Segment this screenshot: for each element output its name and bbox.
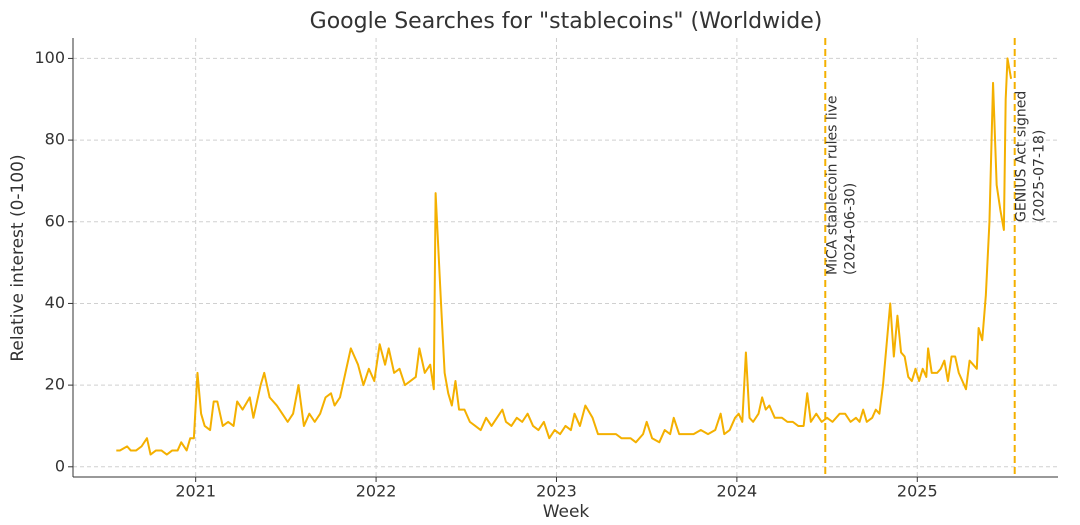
- y-tick-label: 100: [34, 48, 65, 67]
- x-tick-label: 2023: [536, 482, 577, 501]
- annotation-text: (2024-06-30): [842, 183, 858, 275]
- x-axis-label: Week: [543, 502, 590, 522]
- chart-title: Google Searches for "stablecoins" (World…: [310, 9, 823, 34]
- y-tick-label: 40: [45, 293, 65, 312]
- y-tick-label: 80: [45, 130, 65, 149]
- x-tick-label: 2024: [717, 482, 758, 501]
- y-tick-label: 60: [45, 211, 65, 230]
- x-tick-label: 2022: [356, 482, 397, 501]
- y-tick-label: 0: [55, 456, 65, 475]
- x-tick-label: 2025: [897, 482, 938, 501]
- annotation-text: MiCA stablecoin rules live: [824, 95, 840, 275]
- x-tick-label: 2021: [175, 482, 216, 501]
- y-tick-label: 20: [45, 375, 65, 394]
- annotation-text: (2025-07-18): [1032, 130, 1048, 222]
- y-axis-label: Relative interest (0-100): [8, 154, 28, 361]
- data-line: [116, 57, 1013, 456]
- annotation-text: GENIUS Act signed: [1014, 91, 1030, 222]
